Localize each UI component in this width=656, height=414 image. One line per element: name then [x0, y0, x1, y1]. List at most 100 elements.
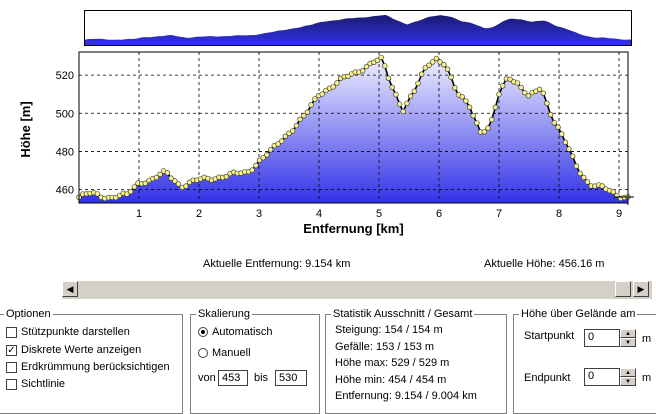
profile-point [581, 174, 587, 181]
radio-manual[interactable]: Manuell [198, 347, 251, 359]
profile-point [275, 141, 281, 147]
stat-descent: Gefälle: 153 / 153 m [335, 341, 435, 353]
scrollbar-thumb[interactable] [615, 281, 631, 297]
profile-point [267, 147, 274, 153]
profile-point [452, 85, 458, 91]
profile-point [297, 116, 303, 123]
profile-point [422, 65, 428, 71]
profile-chart: 1 2 3 4 5 6 7 8 9 460 480 500 520 Entfernung [km] Höhe… [18, 51, 634, 236]
profile-point [304, 109, 311, 115]
profile-point [599, 183, 605, 189]
stat-distance: Entfernung: 9.154 / 9.004 km [335, 390, 477, 402]
profile-point [500, 83, 506, 89]
profile-point [466, 104, 473, 110]
y-tick-label: 460 [56, 185, 74, 197]
profile-point [558, 131, 565, 137]
profile-point [437, 59, 443, 65]
start-point-input[interactable]: 0 [584, 329, 620, 347]
profile-point [400, 108, 406, 115]
end-point-unit: m [642, 372, 652, 384]
spin-down-icon[interactable]: ▼ [620, 377, 636, 386]
scale-to-input[interactable]: 530 [275, 370, 307, 386]
profile-point [260, 154, 266, 161]
profile-area [79, 57, 628, 204]
profile-point [540, 90, 546, 96]
profile-point [301, 112, 307, 119]
profile-point [514, 80, 521, 86]
profile-point [415, 80, 421, 87]
profile-point [253, 162, 259, 169]
profile-point [411, 88, 417, 94]
statistics-title: Statistik Ausschnitt / Gesamt [333, 308, 473, 320]
stat-height-min: Höhe min: 454 / 454 m [335, 374, 447, 386]
radio-button[interactable] [198, 327, 208, 337]
x-tick-label: 8 [556, 208, 562, 220]
profile-point [610, 189, 616, 195]
scale-from-input[interactable]: 453 [218, 370, 248, 386]
y-tick-label: 500 [56, 108, 74, 120]
profile-point [183, 183, 189, 189]
checkbox-box[interactable] [6, 378, 17, 390]
profile-point [389, 84, 395, 90]
checkbox-box[interactable]: ✓ [6, 344, 17, 356]
profile-point [441, 62, 447, 68]
profile-point [547, 111, 554, 118]
checkbox-support-points[interactable]: Stützpunkte darstellen [6, 326, 130, 338]
profile-point [334, 80, 340, 86]
radio-button[interactable] [198, 348, 208, 358]
checkbox-box[interactable] [6, 326, 17, 338]
end-point-input[interactable]: 0 [584, 368, 620, 386]
profile-point [430, 59, 436, 65]
height-above-title: Höhe über Gelände am [521, 308, 636, 320]
profile-point [573, 163, 580, 169]
spin-down-icon[interactable]: ▼ [620, 338, 636, 347]
profile-point [419, 71, 425, 77]
options-title: Optionen [6, 308, 51, 320]
checkbox-line-of-sight[interactable]: Sichtlinie [6, 378, 65, 390]
profile-point [396, 101, 403, 107]
start-point-unit: m [642, 333, 652, 345]
checkbox-earth-curvature[interactable]: Erdkrümmung berücksichtigen [6, 361, 170, 373]
profile-point [223, 173, 230, 180]
overview-profile[interactable] [84, 10, 632, 46]
x-tick-label: 2 [196, 208, 202, 220]
radio-automatic[interactable]: Automatisch [198, 326, 273, 338]
profile-point [385, 75, 392, 81]
arrow-left-icon: ◀ [66, 283, 74, 294]
x-tick-label: 7 [496, 208, 502, 220]
profile-point [282, 133, 288, 140]
profile-point [555, 124, 561, 130]
to-label: bis [254, 372, 269, 384]
scaling-group: Skalierung [190, 308, 320, 414]
profile-point [345, 73, 351, 79]
spin-up-icon[interactable]: ▲ [620, 368, 636, 377]
stat-height-max: Höhe max: 529 / 529 m [335, 357, 450, 369]
profile-point [378, 54, 384, 61]
start-point-label: Startpunkt [524, 330, 575, 342]
scaling-title: Skalierung [198, 308, 250, 320]
y-axis-label: Höhe [m] [18, 101, 33, 157]
profile-point [256, 157, 263, 163]
profile-point [374, 57, 381, 63]
scroll-left-button[interactable]: ◀ [62, 281, 78, 297]
profile-point [249, 167, 255, 173]
profile-point [286, 130, 292, 137]
start-point-spinner[interactable]: ▲ ▼ [620, 329, 636, 347]
profile-point [474, 120, 480, 126]
x-tick-label: 5 [376, 208, 382, 220]
checkbox-box[interactable] [6, 361, 17, 373]
checkbox-discrete-values[interactable]: ✓ Diskrete Werte anzeigen [6, 344, 142, 356]
profile-point [518, 84, 524, 91]
profile-point [393, 91, 399, 98]
x-axis-label: Entfernung [km] [303, 221, 403, 236]
end-point-label: Endpunkt [524, 372, 571, 384]
x-tick-label: 4 [316, 208, 322, 220]
spin-up-icon[interactable]: ▲ [620, 329, 636, 338]
horizontal-scrollbar[interactable] [62, 281, 652, 299]
profile-point [463, 98, 469, 104]
y-tick-label: 520 [56, 70, 74, 82]
end-point-spinner[interactable]: ▲ ▼ [620, 368, 636, 386]
profile-point [319, 91, 325, 97]
profile-point [544, 100, 550, 106]
scroll-right-button[interactable]: ▶ [633, 281, 649, 297]
